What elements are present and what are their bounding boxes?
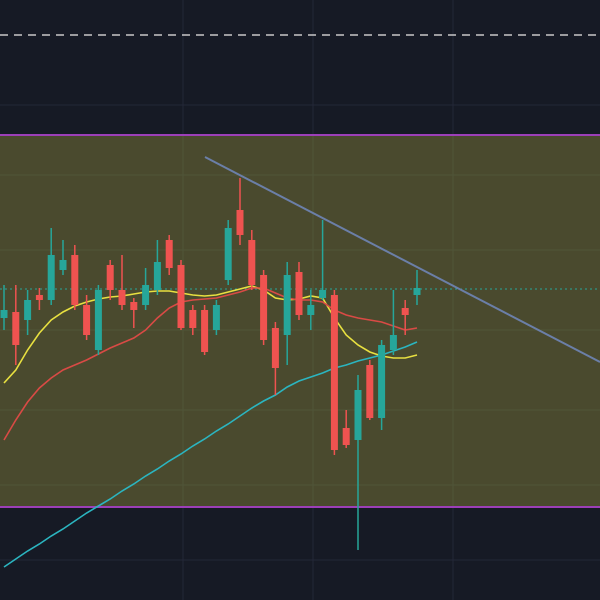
candle-body: [260, 275, 268, 340]
candle-body: [330, 295, 338, 450]
candle-body: [212, 305, 220, 330]
marks: [0, 178, 421, 568]
candle-body: [413, 288, 421, 295]
candle-body: [153, 262, 161, 290]
candle-body: [0, 310, 8, 318]
moving-average: [3, 341, 418, 568]
candle-body: [378, 345, 386, 418]
candle-body: [130, 302, 138, 310]
moving-average: [3, 285, 418, 384]
candle-body: [401, 308, 409, 315]
candle-body: [295, 272, 303, 315]
candle-body: [366, 365, 374, 418]
candle-body: [118, 290, 126, 305]
candle-body: [248, 240, 256, 285]
candle-body: [236, 210, 244, 235]
candle-body: [389, 335, 397, 350]
candle-body: [165, 240, 173, 268]
candle-body: [106, 265, 114, 290]
candle-body: [307, 305, 315, 315]
candle-body: [271, 328, 279, 368]
candle-body: [224, 228, 232, 280]
candle-body: [283, 275, 291, 335]
candle-body: [83, 305, 91, 335]
candle-body: [59, 260, 67, 270]
zone-grid: [0, 136, 600, 506]
candle-body: [35, 295, 43, 300]
candle-body: [189, 310, 197, 328]
candle-body: [12, 312, 20, 345]
candle-body: [201, 310, 209, 352]
candle-body: [47, 255, 55, 300]
candle-body: [177, 265, 185, 328]
trend-line: [204, 156, 600, 363]
candle-body: [342, 428, 350, 445]
candle-body: [319, 290, 327, 298]
candle-body: [142, 285, 150, 305]
candle-body: [354, 390, 362, 440]
candle-body: [94, 290, 102, 350]
candle-body: [71, 255, 79, 305]
candle-body: [24, 300, 32, 320]
moving-average: [3, 287, 418, 441]
